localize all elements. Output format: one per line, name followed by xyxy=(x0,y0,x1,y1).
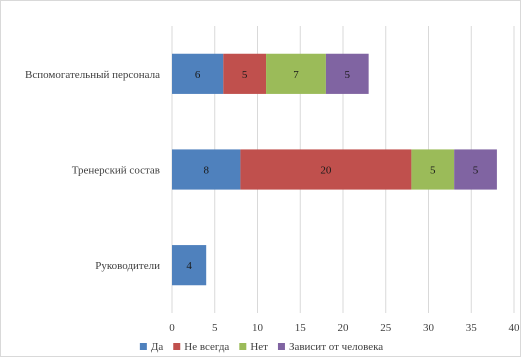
bar-segment xyxy=(172,245,207,286)
legend-label: Зависит от человека xyxy=(289,341,383,353)
x-tick-label: 25 xyxy=(380,322,392,334)
data-label: 5 xyxy=(345,69,351,81)
x-tick-label: 30 xyxy=(423,322,435,334)
bar-segment xyxy=(172,149,241,190)
x-tick-label: 20 xyxy=(338,322,350,334)
legend-label: Нет xyxy=(250,341,268,353)
x-tick-label: 0 xyxy=(169,322,175,334)
bars: 4 8 20 5 5 6 5 7 5 xyxy=(172,53,497,286)
x-tick-label: 10 xyxy=(252,322,264,334)
x-tick-label: 40 xyxy=(509,322,521,334)
bar-segment xyxy=(266,53,326,94)
legend-swatch xyxy=(173,343,181,350)
category-label: Вспомогательный персонала xyxy=(25,69,160,81)
legend-swatch xyxy=(239,343,247,350)
legend-swatch xyxy=(139,343,147,350)
data-label: 5 xyxy=(473,165,479,177)
category-label: Тренерский состав xyxy=(72,165,160,177)
data-label: 6 xyxy=(195,69,201,81)
data-label: 5 xyxy=(242,69,248,81)
legend-label: Да xyxy=(151,341,164,353)
bar-segment xyxy=(223,53,267,94)
x-tick-label: 15 xyxy=(295,322,307,334)
data-label: 20 xyxy=(320,165,332,177)
data-label: 5 xyxy=(430,165,436,177)
bar-segment xyxy=(325,53,369,94)
x-tick-labels: 0 5 10 15 20 25 30 35 40 xyxy=(169,322,520,334)
bar-segment xyxy=(454,149,497,190)
x-tick-label: 35 xyxy=(466,322,478,334)
data-label: 7 xyxy=(293,69,299,81)
data-label: 8 xyxy=(203,165,209,177)
bar-segment xyxy=(172,53,224,94)
legend-label: Не всегда xyxy=(184,341,229,353)
bar-segment xyxy=(240,149,412,190)
category-labels: Руководители Тренерский состав Вспомогател… xyxy=(25,69,160,272)
legend: Да Не всегда Нет Зависит от человека xyxy=(139,341,383,353)
legend-swatch xyxy=(277,343,285,350)
x-tick-label: 5 xyxy=(212,322,218,334)
category-label: Руководители xyxy=(95,260,160,272)
data-label: 4 xyxy=(186,260,192,272)
bar-segment xyxy=(411,149,455,190)
